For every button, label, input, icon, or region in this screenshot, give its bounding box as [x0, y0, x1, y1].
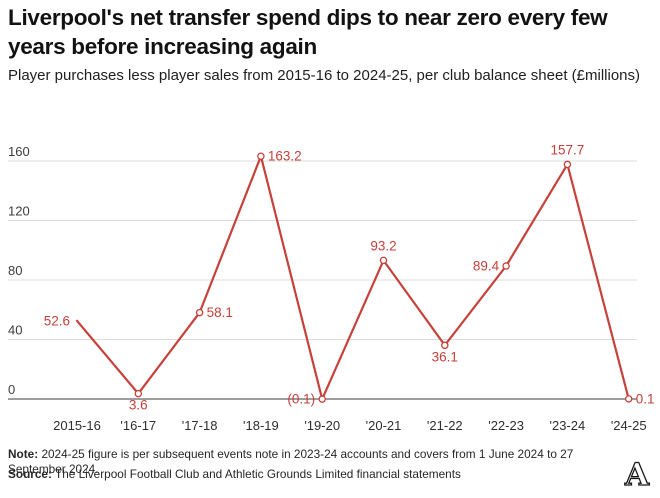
the-athletic-logo-letter: A [624, 457, 650, 492]
y-tick-label: 160 [8, 144, 30, 159]
x-category-label: '19-20 [304, 418, 340, 433]
data-point-marker [257, 152, 265, 160]
the-athletic-logo: A [623, 456, 650, 492]
y-tick-label: 80 [8, 263, 22, 278]
data-point-label: (0.1) [287, 392, 315, 407]
data-point-marker [502, 262, 510, 270]
y-tick-label: 40 [8, 323, 22, 338]
chart-title: Liverpool's net transfer spend dips to n… [8, 5, 608, 59]
data-point-label: 3.6 [129, 398, 148, 413]
x-category-label: 2015-16 [53, 418, 101, 433]
data-point-marker [134, 389, 143, 398]
data-point-label: 93.2 [370, 238, 396, 253]
x-category-label: '24-25 [611, 418, 647, 433]
data-point-marker [624, 395, 633, 403]
data-point-marker [441, 341, 449, 350]
data-point-label: 163.2 [268, 149, 302, 164]
data-point-marker [379, 256, 388, 265]
chart-note: Note: 2024-25 figure is per subsequent e… [8, 447, 628, 478]
note-label: Note: [8, 447, 39, 461]
x-category-label: '20-21 [366, 418, 402, 433]
source-label: Source: [8, 467, 52, 481]
y-tick-label: 0 [8, 382, 15, 397]
x-category-label: '17-18 [182, 418, 218, 433]
transfer-spend-line-chart: 0 40 80 120 160 2015-16 '16-17 '17-18 '18-19 '19-… [8, 142, 655, 433]
net-spend-line [75, 152, 630, 403]
x-category-label: '23-24 [550, 418, 586, 433]
data-point-label: 0.1 [636, 391, 655, 406]
source-text: The Liverpool Football Club and Athletic… [55, 467, 461, 481]
chart-subtitle: Player purchases less player sales from … [8, 67, 640, 84]
data-point-label: 58.1 [207, 305, 233, 320]
data-point-label: 89.4 [473, 259, 500, 274]
data-point-label: 36.1 [432, 349, 458, 364]
x-category-label: '18-19 [243, 418, 279, 433]
x-category-label: '16-17 [120, 418, 156, 433]
data-point-marker [318, 395, 326, 403]
data-point-label: 157.7 [551, 142, 585, 157]
x-category-label: '22-23 [488, 418, 524, 433]
data-point-marker [195, 308, 204, 317]
x-category-label: '21-22 [427, 418, 463, 433]
data-point-marker [563, 160, 572, 169]
y-tick-label: 120 [8, 204, 30, 219]
note-text: 2024-25 figure is per subsequent events … [8, 447, 574, 477]
chart-source: Source: The Liverpool Football Club and … [8, 467, 608, 482]
data-point-label: 52.6 [44, 313, 70, 328]
